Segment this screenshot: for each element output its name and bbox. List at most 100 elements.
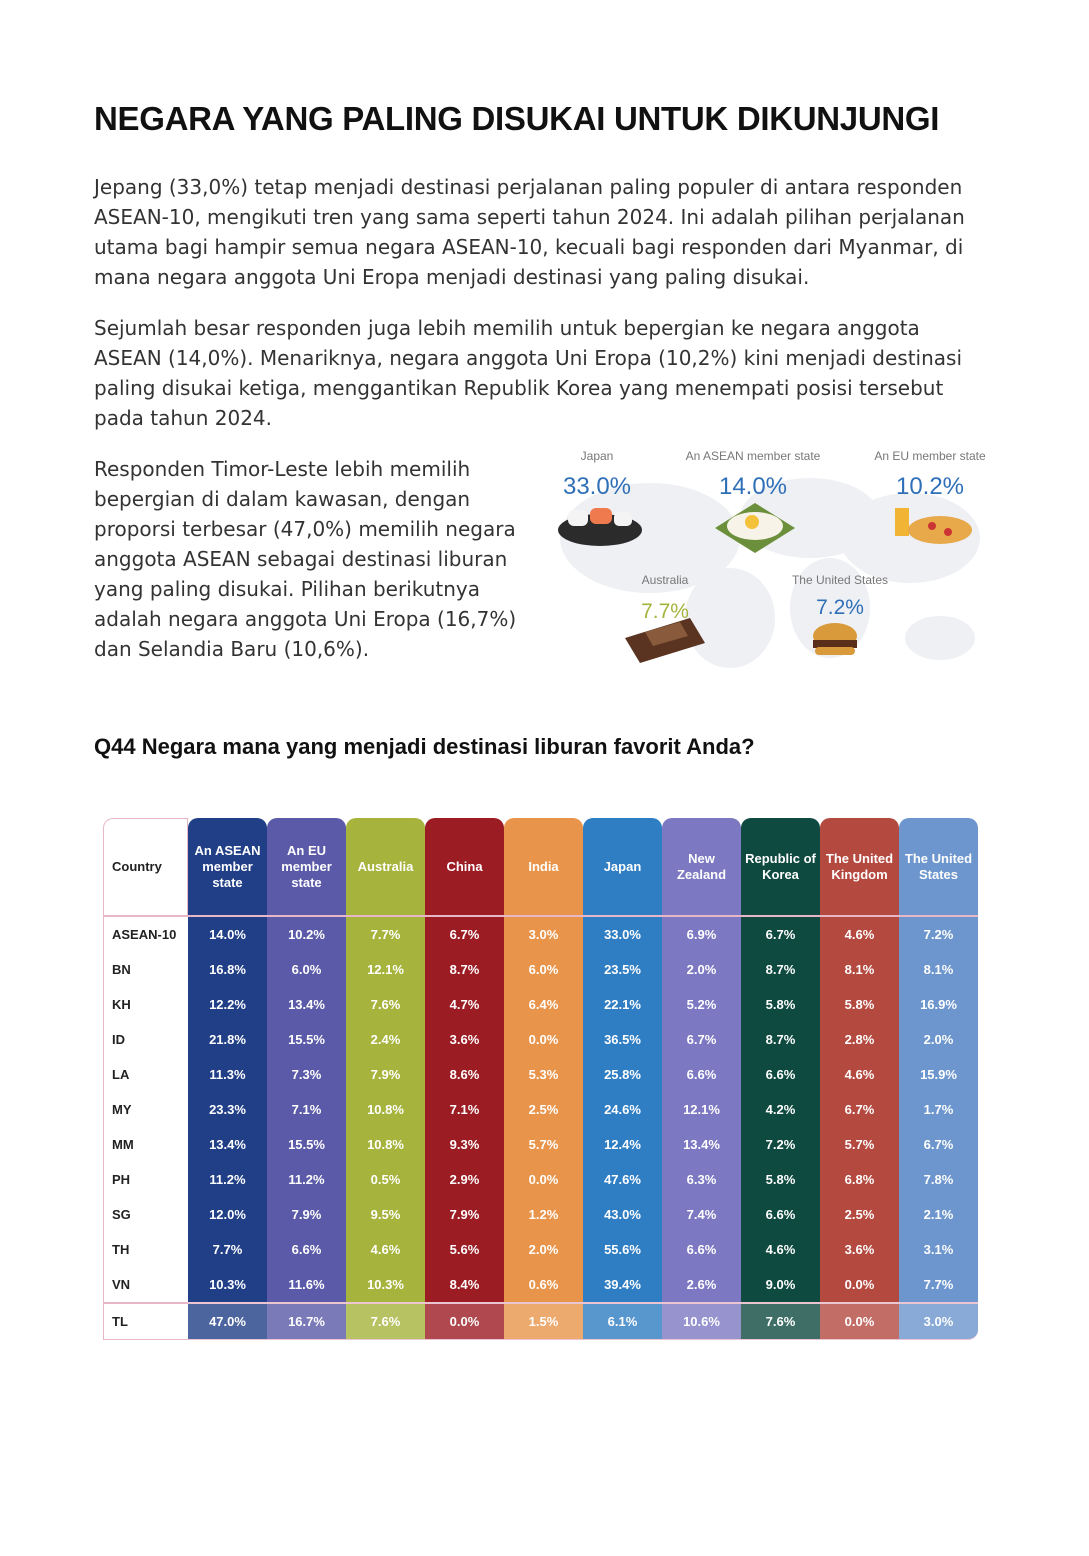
table-cell: 8.1% [820,952,899,987]
table-cell: 13.4% [662,1127,741,1162]
table-cell: 8.7% [741,952,820,987]
question: Q44 Negara mana yang menjadi destinasi l… [94,734,755,759]
table-row: PH 11.2% 11.2% 0.5% 2.9% 0.0% 47.6% 6.3% 5.8% 6.8… [103,1162,978,1197]
table-cell: 5.6% [425,1232,504,1267]
table-cell: 25.8% [583,1057,662,1092]
table-cell: 7.1% [267,1092,346,1127]
table-cell: 7.9% [425,1197,504,1232]
table-cell: 5.7% [504,1127,583,1162]
table-cell: 14.0% [188,915,267,952]
table-cell: 6.1% [583,1302,662,1340]
table-cell: 16.8% [188,952,267,987]
info-value: 14.0% [719,473,787,500]
table-cell: 5.3% [504,1057,583,1092]
table-cell: 6.3% [662,1162,741,1197]
table-row: BN 16.8% 6.0% 12.1% 8.7% 6.0% 23.5% 2.0% 8.7% 8.1… [103,952,978,987]
table-cell: 9.5% [346,1197,425,1232]
table-cell: 4.6% [346,1232,425,1267]
table-cell: 6.9% [662,915,741,952]
table-cell: 8.1% [899,952,978,987]
table-cell: 16.9% [899,987,978,1022]
table-cell: 7.7% [899,1267,978,1302]
table-cell: 36.5% [583,1022,662,1057]
table-cell: 12.1% [662,1092,741,1127]
column-header: An EU member state [267,818,346,915]
table-cell: 1.2% [504,1197,583,1232]
column-header: An ASEAN member state [188,818,267,915]
table-cell: 12.4% [583,1127,662,1162]
info-label: Japan [581,449,614,463]
table-cell: 6.6% [662,1232,741,1267]
table-cell: 13.4% [267,987,346,1022]
row-label: BN [103,952,188,987]
table-cell: 6.8% [820,1162,899,1197]
table-cell: 6.6% [267,1232,346,1267]
table-cell: 10.8% [346,1127,425,1162]
table-cell: 5.8% [741,987,820,1022]
table-cell: 7.8% [899,1162,978,1197]
table-cell: 2.1% [899,1197,978,1232]
row-label: VN [103,1267,188,1302]
table-cell: 12.0% [188,1197,267,1232]
table-cell: 1.7% [899,1092,978,1127]
table-cell: 15.9% [899,1057,978,1092]
table-cell: 7.4% [662,1197,741,1232]
row-label: KH [103,987,188,1022]
table-cell: 10.2% [267,915,346,952]
table-cell: 2.5% [820,1197,899,1232]
table-cell: 10.8% [346,1092,425,1127]
column-header: Republic of Korea [741,818,820,915]
table-cell: 47.6% [583,1162,662,1197]
table-cell: 7.7% [346,915,425,952]
table-cell: 3.0% [899,1302,978,1340]
table-cell: 12.2% [188,987,267,1022]
table-cell: 4.6% [820,1057,899,1092]
table-cell: 5.8% [820,987,899,1022]
table-cell: 2.8% [820,1022,899,1057]
table-cell: 23.5% [583,952,662,987]
table-cell: 7.9% [346,1057,425,1092]
row-label: MM [103,1127,188,1162]
table-cell: 11.3% [188,1057,267,1092]
info-label: An ASEAN member state [686,449,821,463]
info-value: 33.0% [563,473,631,500]
table-cell: 7.6% [741,1302,820,1340]
table-cell: 0.0% [820,1267,899,1302]
table-cell: 7.7% [188,1232,267,1267]
table-cell: 6.6% [741,1197,820,1232]
table-cell: 10.3% [188,1267,267,1302]
table-row: SG 12.0% 7.9% 9.5% 7.9% 1.2% 43.0% 7.4% 6.6% 2.5%… [103,1197,978,1232]
row-label: MY [103,1092,188,1127]
table-cell: 6.7% [662,1022,741,1057]
icon-sushi [558,508,642,546]
table-cell: 0.0% [504,1022,583,1057]
table-cell: 2.9% [425,1162,504,1197]
table-row: ID 21.8% 15.5% 2.4% 3.6% 0.0% 36.5% 6.7% 8.7% 2.8… [103,1022,978,1057]
table-cell: 2.0% [662,952,741,987]
table-cell: 11.2% [267,1162,346,1197]
world-map [560,478,980,668]
info-value: 10.2% [896,473,964,500]
table-cell: 0.0% [820,1302,899,1340]
icon-chocolate [625,618,705,663]
info-label: An EU member state [874,449,986,463]
table-cell: 6.0% [504,952,583,987]
header-row: Country An ASEAN member state An EU member… [103,818,978,915]
table-cell: 6.7% [899,1127,978,1162]
table-cell: 2.0% [899,1022,978,1057]
paragraph: Sejumlah besar responden juga lebih memi… [94,316,963,430]
table-cell: 6.4% [504,987,583,1022]
table-cell: 8.7% [425,952,504,987]
row-label: TH [103,1232,188,1267]
column-header: China [425,818,504,915]
table-cell: 6.0% [267,952,346,987]
table-cell: 5.8% [741,1162,820,1197]
infographic: Japan 33.0% An ASEAN member state 14.0% An E… [558,449,986,668]
table-cell: 22.1% [583,987,662,1022]
icon-food [715,503,795,553]
table-cell: 0.5% [346,1162,425,1197]
row-label: SG [103,1197,188,1232]
table-cell: 6.6% [741,1057,820,1092]
table-cell: 7.2% [899,915,978,952]
